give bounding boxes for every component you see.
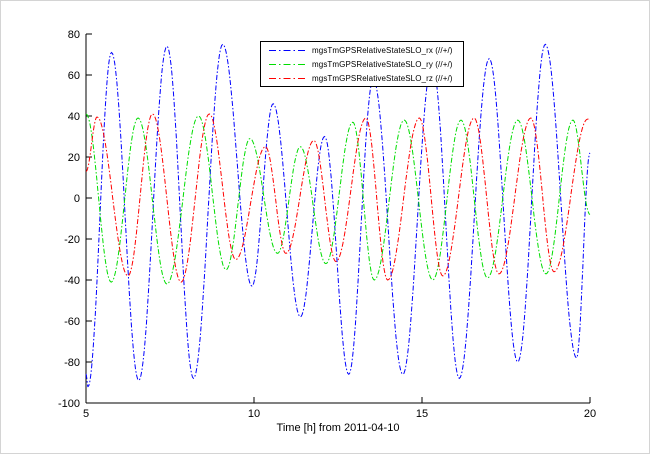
legend-entry-rz: mgsTmGPSRelativeStateSLO_rz (//+/) — [261, 71, 463, 85]
y-tick-label: 20 — [68, 152, 80, 164]
series-line-2 — [85, 113, 591, 283]
legend-entry-ry: mgsTmGPSRelativeStateSLO_ry (//+/) — [261, 57, 463, 71]
dash-dot-line-icon — [269, 63, 307, 65]
legend-label-ry: mgsTmGPSRelativeStateSLO_ry (//+/) — [312, 59, 453, 69]
x-tick-label: 15 — [416, 408, 428, 420]
y-tick-label: 0 — [74, 193, 80, 205]
x-tick-label: 5 — [83, 408, 89, 420]
x-axis-title: Time [h] from 2011-04-10 — [276, 422, 400, 434]
y-tick-label: 40 — [68, 111, 80, 123]
legend-entry-rx: mgsTmGPSRelativeStateSLO_rx (//+/) — [261, 43, 463, 57]
legend-label-rz: mgsTmGPSRelativeStateSLO_rz (//+/) — [312, 73, 453, 83]
y-tick-label: 60 — [68, 70, 80, 82]
y-tick-label: 80 — [68, 29, 80, 41]
y-tick-label: -100 — [58, 398, 80, 410]
y-tick-label: -60 — [64, 316, 80, 328]
x-tick-label: 10 — [248, 408, 260, 420]
legend-label-rx: mgsTmGPSRelativeStateSLO_rx (//+/) — [312, 45, 453, 55]
dash-dot-line-icon — [269, 49, 307, 51]
y-tick-label: -40 — [64, 275, 80, 287]
y-tick-label: -20 — [64, 234, 80, 246]
series-line-0 — [85, 43, 591, 388]
y-tick-label: -80 — [64, 357, 80, 369]
legend: mgsTmGPSRelativeStateSLO_rx (//+/) mgsTm… — [260, 41, 464, 87]
series-line-1 — [85, 113, 591, 285]
dash-dot-line-icon — [269, 77, 307, 79]
x-tick-label: 20 — [584, 408, 596, 420]
